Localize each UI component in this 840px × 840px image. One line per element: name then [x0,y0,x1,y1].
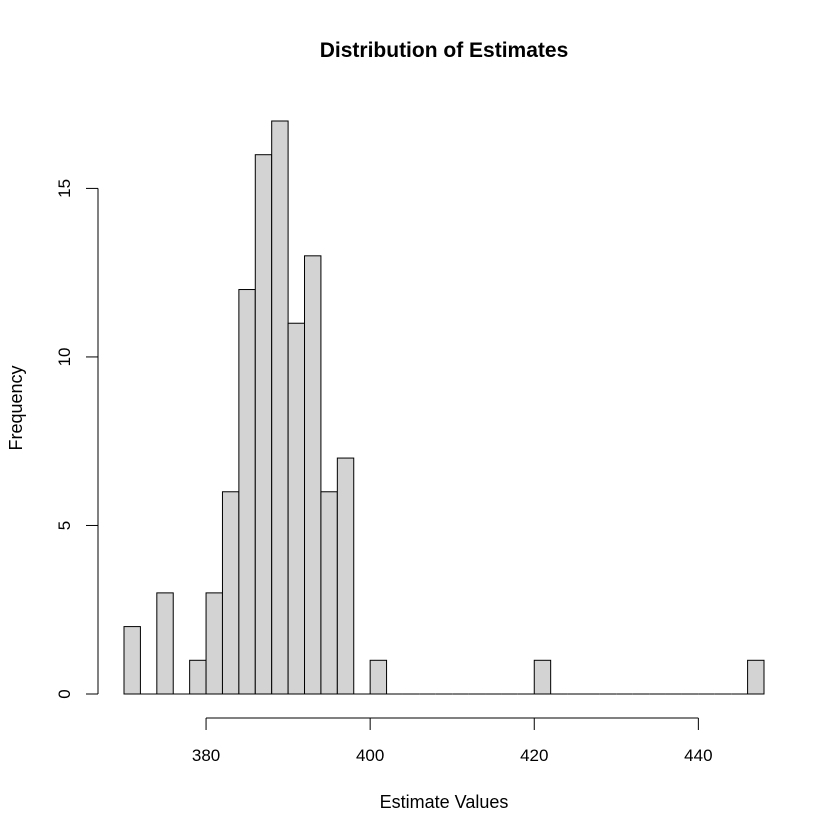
histogram-bar [156,592,174,695]
histogram-bar [369,659,388,695]
y-axis: 0 5 10 15 [55,179,99,699]
histogram-bar [254,154,273,695]
y-tick-label: 15 [55,179,74,198]
y-axis-label: Frequency [6,365,26,450]
chart-title: Distribution of Estimates [320,39,569,62]
y-tick-label: 10 [55,347,74,366]
histogram-bar [123,626,141,695]
histogram-bar [205,592,223,695]
x-tick-label: 440 [684,746,712,765]
x-axis: 380 400 420 440 [192,717,713,765]
histogram-bar [304,255,322,695]
histogram-bar [221,491,240,695]
histogram-bar [533,659,552,695]
y-tick-label: 5 [55,521,74,530]
x-tick-label: 380 [192,746,220,765]
histogram-bar [336,457,355,695]
bars-group [123,120,765,695]
histogram-bar [271,120,289,695]
histogram-bar [747,659,765,695]
histogram-bar [287,322,306,695]
x-tick-label: 420 [520,746,548,765]
histogram-bar [320,491,338,695]
x-tick-label: 400 [356,746,384,765]
histogram-bar [189,659,207,695]
y-tick-label: 0 [55,689,74,698]
histogram-bar [238,289,256,695]
x-axis-label: Estimate Values [380,792,509,812]
